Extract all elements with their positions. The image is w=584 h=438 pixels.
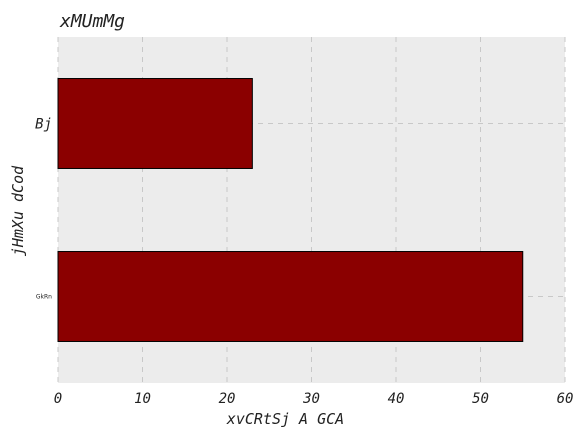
x-tick-label: 40 — [388, 391, 405, 407]
x-tick-label: 0 — [54, 391, 62, 407]
y-axis-label: jHmXu dCod — [9, 165, 27, 256]
bar-gkrn — [57, 251, 524, 342]
x-tick-label: 20 — [219, 391, 236, 407]
x-tick-label: 30 — [302, 391, 320, 407]
x-tick-label: 50 — [472, 391, 489, 407]
y-tick-label: Bj — [35, 117, 52, 133]
bar-bj — [57, 78, 253, 169]
x-tick-labels: 0 10 20 30 40 50 60 — [54, 391, 574, 407]
y-tick-labels: Bj GkRn — [35, 117, 52, 301]
x-axis-label: xvCRtSj A GCA — [226, 410, 344, 428]
bars — [57, 78, 524, 342]
y-tick-label: GkRn — [36, 294, 52, 301]
chart-title: xMUmMg — [59, 11, 125, 32]
x-tick-label: 10 — [134, 391, 151, 407]
x-tick-label: 60 — [557, 391, 574, 407]
